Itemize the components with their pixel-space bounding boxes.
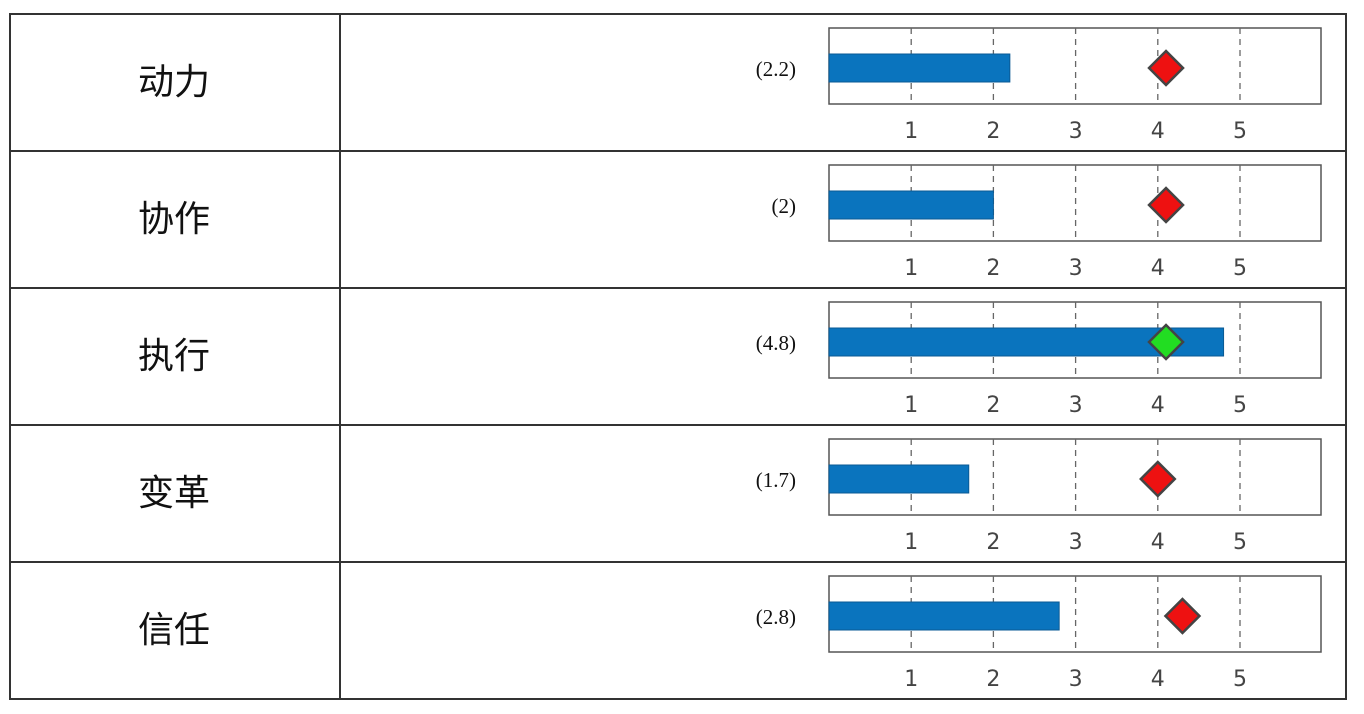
tick-label: 4 (1151, 256, 1165, 281)
tick-label: 4 (1151, 393, 1165, 418)
bar (828, 53, 1011, 83)
tick-label: 1 (904, 667, 918, 692)
bar (828, 464, 970, 494)
tick-label: 1 (904, 530, 918, 555)
table-row: 信任 (2.8) 1 2 3 4 5 (10, 561, 1346, 692)
tick-label: 3 (1069, 256, 1083, 281)
tick-label: 5 (1233, 393, 1247, 418)
tick-label: 3 (1069, 530, 1083, 555)
value-label: (4.8) (756, 331, 796, 355)
tick-label: 1 (904, 256, 918, 281)
tick-label: 1 (904, 393, 918, 418)
tick-label: 5 (1233, 119, 1247, 144)
tick-label: 2 (986, 667, 1000, 692)
tick-label: 3 (1069, 393, 1083, 418)
tick-label: 2 (986, 393, 1000, 418)
category-label: 信任 (138, 610, 210, 651)
table-row: 动力 (2.2) 1 2 3 4 5 (138, 27, 1322, 144)
target-diamond-marker (1163, 597, 1202, 635)
category-label: 变革 (138, 473, 210, 514)
tick-label: 3 (1069, 667, 1083, 692)
tick-label: 5 (1233, 667, 1247, 692)
tick-label: 1 (904, 119, 918, 144)
tick-label: 5 (1233, 256, 1247, 281)
tick-label: 5 (1233, 530, 1247, 555)
target-diamond-marker (1147, 49, 1185, 87)
target-diamond-marker (1147, 323, 1185, 361)
table-row: 执行 (4.8) 1 2 3 4 5 (10, 287, 1346, 418)
value-label: (1.7) (756, 468, 796, 492)
tick-label: 4 (1151, 667, 1165, 692)
value-label: (2.8) (756, 605, 796, 629)
target-diamond-marker (1147, 186, 1185, 224)
table-frame (9, 13, 1347, 700)
category-label: 动力 (138, 62, 210, 103)
tick-label: 2 (986, 530, 1000, 555)
bar (828, 190, 994, 220)
tick-label: 4 (1151, 530, 1165, 555)
tick-label: 4 (1151, 119, 1165, 144)
tick-label: 2 (986, 119, 1000, 144)
bar (828, 601, 1060, 631)
category-label: 协作 (138, 199, 210, 240)
table-row: 变革 (1.7) 1 2 3 4 5 (10, 424, 1346, 555)
tick-label: 2 (986, 256, 1000, 281)
target-diamond-marker (1139, 460, 1177, 498)
value-label: (2.2) (756, 57, 796, 81)
value-label: (2) (772, 194, 797, 218)
tick-label: 3 (1069, 119, 1083, 144)
category-label: 执行 (138, 336, 210, 377)
table-row: 协作 (2) 1 2 3 4 5 (10, 150, 1346, 281)
